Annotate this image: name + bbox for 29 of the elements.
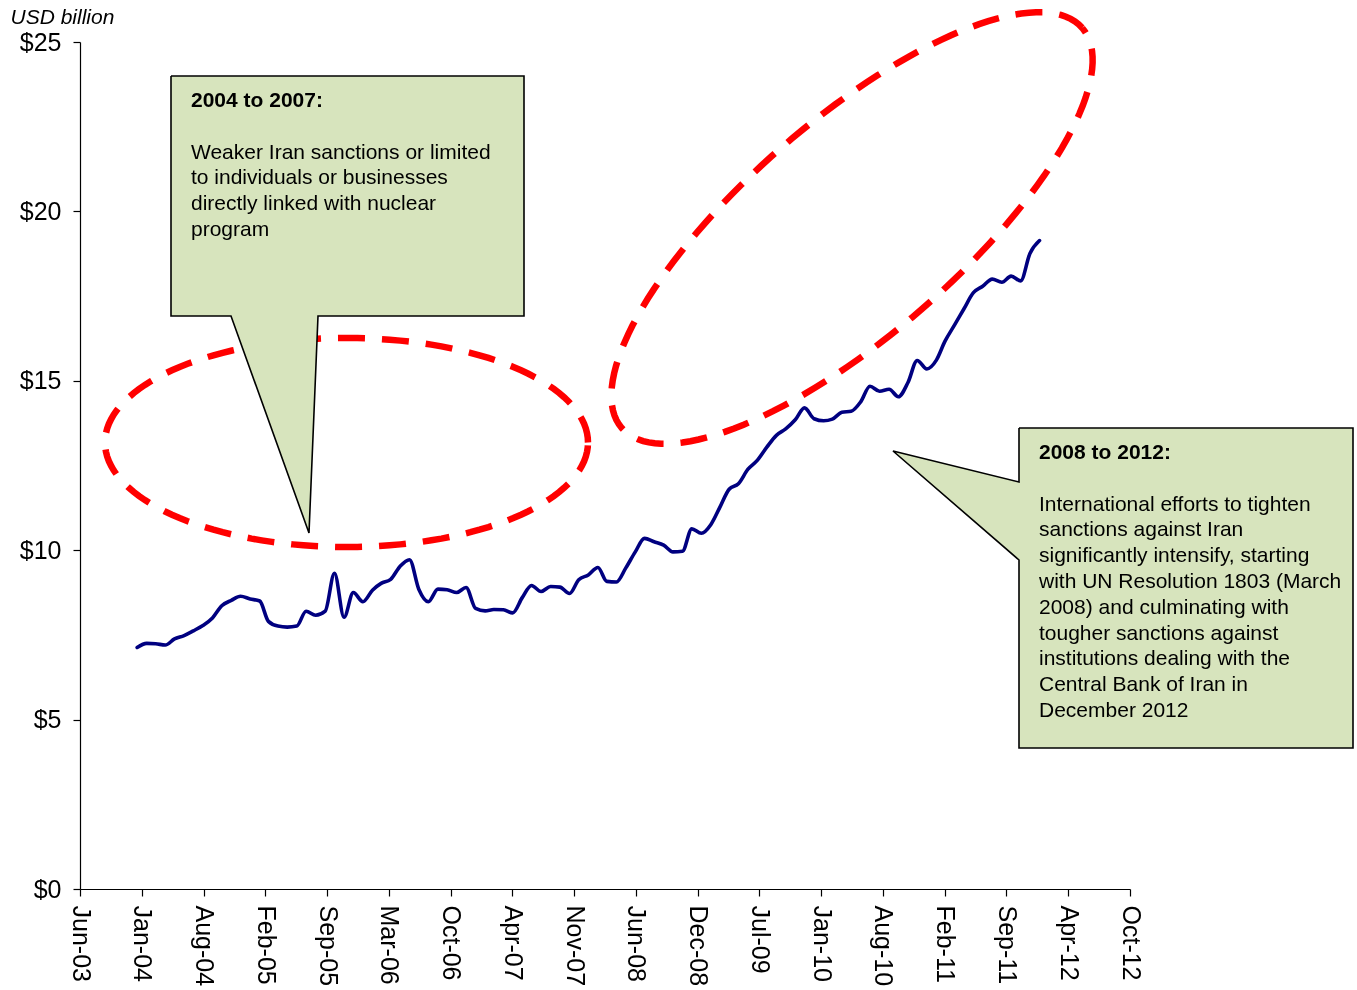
x-tick-label: Apr-07 <box>499 905 528 981</box>
x-tick-label: Aug-10 <box>870 905 899 987</box>
x-tick-label: Dec-08 <box>685 905 714 987</box>
y-axis-title: USD billion <box>10 4 115 28</box>
annotation: Weaker Iran sanctions or limited to individuals or businesses directly linked with nuclear program <box>191 139 491 240</box>
x-tick-label: Jun-08 <box>623 905 652 982</box>
x-tick-label: Feb-11 <box>932 905 961 983</box>
y-tick-label: $5 <box>33 705 62 734</box>
y-tick-label: $25 <box>19 27 62 56</box>
x-tick-label: Sep-05 <box>314 905 343 987</box>
x-tick-label: Nov-07 <box>561 905 590 987</box>
y-tick-label: $15 <box>19 366 62 395</box>
y-tick-label: $10 <box>19 535 62 564</box>
x-tick-label: Oct-06 <box>438 905 467 981</box>
x-tick-label: Sep-11 <box>993 905 1022 985</box>
x-tick-label: Aug-04 <box>191 905 220 987</box>
x-tick-label: Feb-05 <box>252 905 281 985</box>
x-tick-label: Apr-12 <box>1055 905 1084 981</box>
y-tick-label: $0 <box>33 874 62 903</box>
x-tick-label: Oct-12 <box>1117 905 1146 981</box>
x-tick-label: Jul-09 <box>746 905 775 974</box>
x-tick-label: Jun-03 <box>67 905 96 982</box>
x-tick-label: Jan-04 <box>129 905 158 983</box>
annotation: 2008 to 2012: <box>1039 439 1171 463</box>
text: International efforts to tighten sanctions against Iran significantly intensify, starting with UN Resolution 1803 (March 2008) and culminating with tougher sanctions against institutions dealing with the Central Bank of Iran in December 2012 <box>1039 491 1342 721</box>
annotation: 2004 to 2007: <box>191 87 323 111</box>
y-tick-label: $20 <box>19 196 62 225</box>
x-tick-label: Jan-10 <box>808 905 837 982</box>
x-tick-label: Mar-06 <box>376 905 405 985</box>
